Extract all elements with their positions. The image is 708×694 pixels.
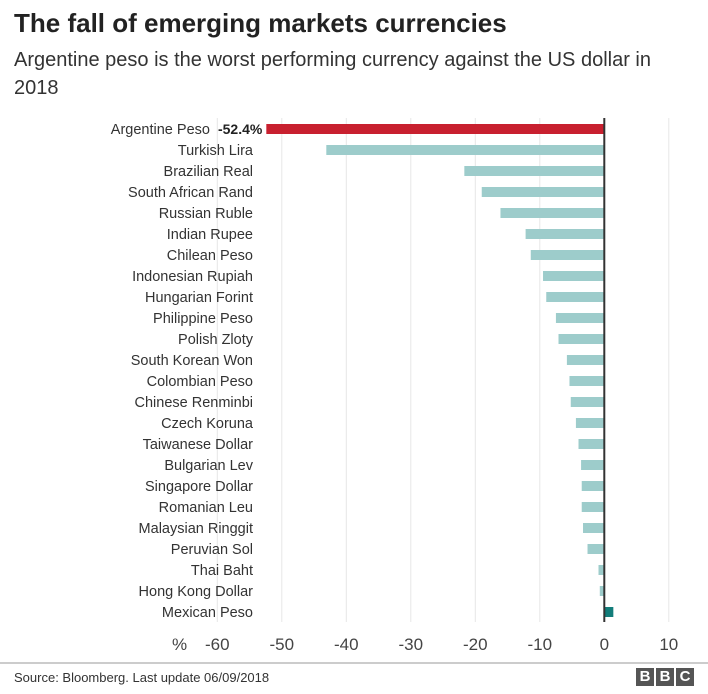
bar bbox=[543, 271, 605, 281]
category-label: Chilean Peso bbox=[167, 248, 253, 264]
bar bbox=[566, 355, 605, 365]
bar bbox=[570, 397, 605, 407]
bar bbox=[558, 334, 605, 344]
x-tick-label: -50 bbox=[270, 635, 295, 654]
x-tick-label: -10 bbox=[528, 635, 553, 654]
bar-chart: -60 -50 -40 -30 -20 -10 0 10% -52.4% Argentine Pe… bbox=[111, 118, 678, 654]
x-tick-label: 0 bbox=[600, 635, 609, 654]
category-label: Argentine Peso bbox=[111, 122, 210, 138]
data-label: -52.4% bbox=[218, 121, 263, 137]
category-label: Chinese Renminbi bbox=[135, 395, 253, 411]
category-label: Malaysian Ringgit bbox=[139, 521, 253, 537]
chart-title: The fall of emerging markets currencies bbox=[14, 8, 507, 38]
bar bbox=[525, 229, 605, 239]
x-tick-label: -30 bbox=[399, 635, 424, 654]
footer-divider bbox=[0, 662, 708, 664]
category-label: Philippine Peso bbox=[153, 311, 253, 327]
category-label: Thai Baht bbox=[191, 563, 253, 579]
bar bbox=[266, 124, 605, 134]
source-note: Source: Bloomberg. Last update 06/09/201… bbox=[14, 670, 270, 685]
bar bbox=[583, 523, 605, 533]
bar bbox=[599, 586, 605, 596]
chart-subtitle: Argentine peso is the worst performing c… bbox=[14, 49, 651, 99]
bar bbox=[464, 166, 605, 176]
category-label: Polish Zloty bbox=[178, 332, 254, 348]
category-label: Indian Rupee bbox=[167, 227, 253, 243]
bar bbox=[500, 208, 605, 218]
bar bbox=[581, 460, 605, 470]
logo-letter: C bbox=[676, 668, 694, 686]
category-label: South African Rand bbox=[128, 185, 253, 201]
category-label: Hong Kong Dollar bbox=[139, 584, 254, 600]
category-label: Bulgarian Lev bbox=[164, 458, 253, 474]
category-label: Colombian Peso bbox=[147, 374, 253, 390]
category-label: South Korean Won bbox=[131, 353, 253, 369]
bar bbox=[578, 439, 605, 449]
bar bbox=[326, 145, 605, 155]
category-label: Mexican Peso bbox=[162, 605, 253, 621]
x-tick-label: -20 bbox=[463, 635, 488, 654]
bar bbox=[481, 187, 605, 197]
bar bbox=[581, 481, 605, 491]
category-label: Turkish Lira bbox=[178, 143, 254, 159]
bar bbox=[581, 502, 605, 512]
bar bbox=[604, 607, 614, 617]
bar bbox=[598, 565, 605, 575]
x-tick-label: -60 bbox=[205, 635, 230, 654]
category-label: Hungarian Forint bbox=[145, 290, 253, 306]
category-label: Singapore Dollar bbox=[145, 479, 253, 495]
bar bbox=[546, 292, 605, 302]
category-label: Taiwanese Dollar bbox=[143, 437, 254, 453]
category-label: Russian Ruble bbox=[159, 206, 253, 222]
logo-letter: B bbox=[636, 668, 654, 686]
category-label: Czech Koruna bbox=[161, 416, 254, 432]
bar bbox=[530, 250, 605, 260]
bar bbox=[555, 313, 605, 323]
category-label: Indonesian Rupiah bbox=[132, 269, 253, 285]
category-label: Peruvian Sol bbox=[171, 542, 253, 558]
category-label: Brazilian Real bbox=[164, 164, 253, 180]
logo-letter: B bbox=[656, 668, 674, 686]
x-axis-unit: % bbox=[172, 635, 187, 654]
bar bbox=[587, 544, 605, 554]
bar bbox=[575, 418, 605, 428]
x-tick-label: -40 bbox=[334, 635, 359, 654]
category-label: Romanian Leu bbox=[159, 500, 253, 516]
bar bbox=[569, 376, 605, 386]
x-tick-label: 10 bbox=[659, 635, 678, 654]
